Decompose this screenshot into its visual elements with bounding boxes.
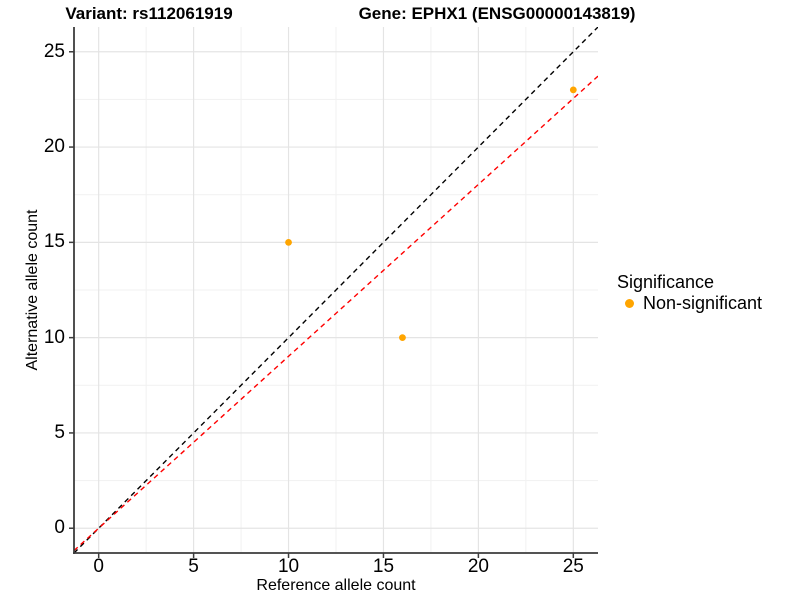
legend-point-icon	[625, 299, 634, 308]
legend: Significance Non-significant	[617, 272, 762, 314]
legend-item-label: Non-significant	[643, 293, 763, 313]
y-tick-label: 0	[54, 517, 65, 539]
x-axis-title: Reference allele count	[256, 577, 416, 594]
data-point	[285, 238, 292, 246]
tick-marks	[69, 51, 575, 558]
y-tick-label: 10	[43, 326, 65, 348]
legend-item-non-significant: Non-significant	[617, 293, 762, 314]
x-tick-label: 15	[372, 556, 395, 577]
grid-major	[74, 27, 598, 553]
axis-lines	[73, 27, 598, 554]
y-tick-label: 25	[43, 40, 65, 62]
y-tick-label: 15	[43, 231, 65, 253]
data-point	[399, 334, 406, 342]
grid-minor	[74, 27, 598, 553]
identity-line	[74, 27, 598, 553]
plot-title-gene: Gene: EPHX1 (ENSG00000143819)	[358, 4, 636, 23]
y-axis-title: Alternative allele count	[24, 209, 41, 371]
legend-title: Significance	[617, 272, 715, 292]
y-tick-label: 5	[54, 421, 65, 443]
x-tick-label: 25	[562, 556, 584, 577]
fit-line	[74, 75, 598, 552]
plot-title-variant: Variant: rs112061919	[65, 4, 233, 23]
x-tick-label: 5	[188, 556, 199, 577]
x-tick-label: 20	[467, 556, 489, 577]
y-tick-label: 20	[43, 136, 65, 158]
x-tick-label: 0	[93, 556, 104, 577]
data-point	[569, 86, 577, 94]
x-tick-label: 10	[277, 556, 300, 577]
series-non-significant	[285, 86, 577, 342]
